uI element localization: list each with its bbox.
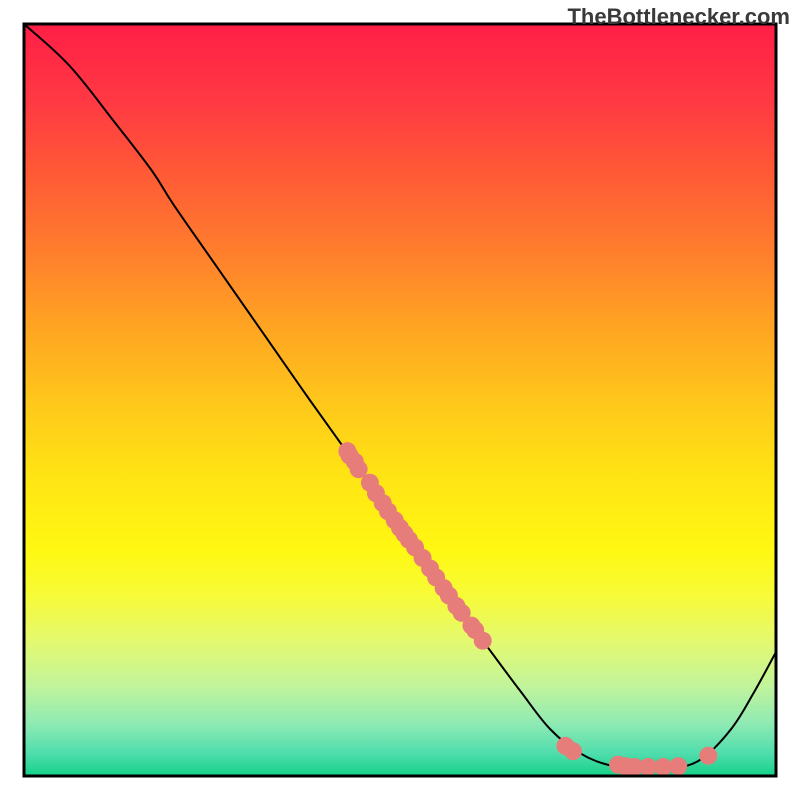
bottleneck-chart bbox=[0, 0, 800, 800]
data-point bbox=[474, 632, 492, 650]
chart-svg bbox=[0, 0, 800, 800]
data-point bbox=[564, 742, 582, 760]
chart-container: TheBottlenecker.com bbox=[0, 0, 800, 800]
watermark-text: TheBottlenecker.com bbox=[567, 4, 790, 30]
data-point bbox=[669, 757, 687, 775]
data-point bbox=[699, 747, 717, 765]
